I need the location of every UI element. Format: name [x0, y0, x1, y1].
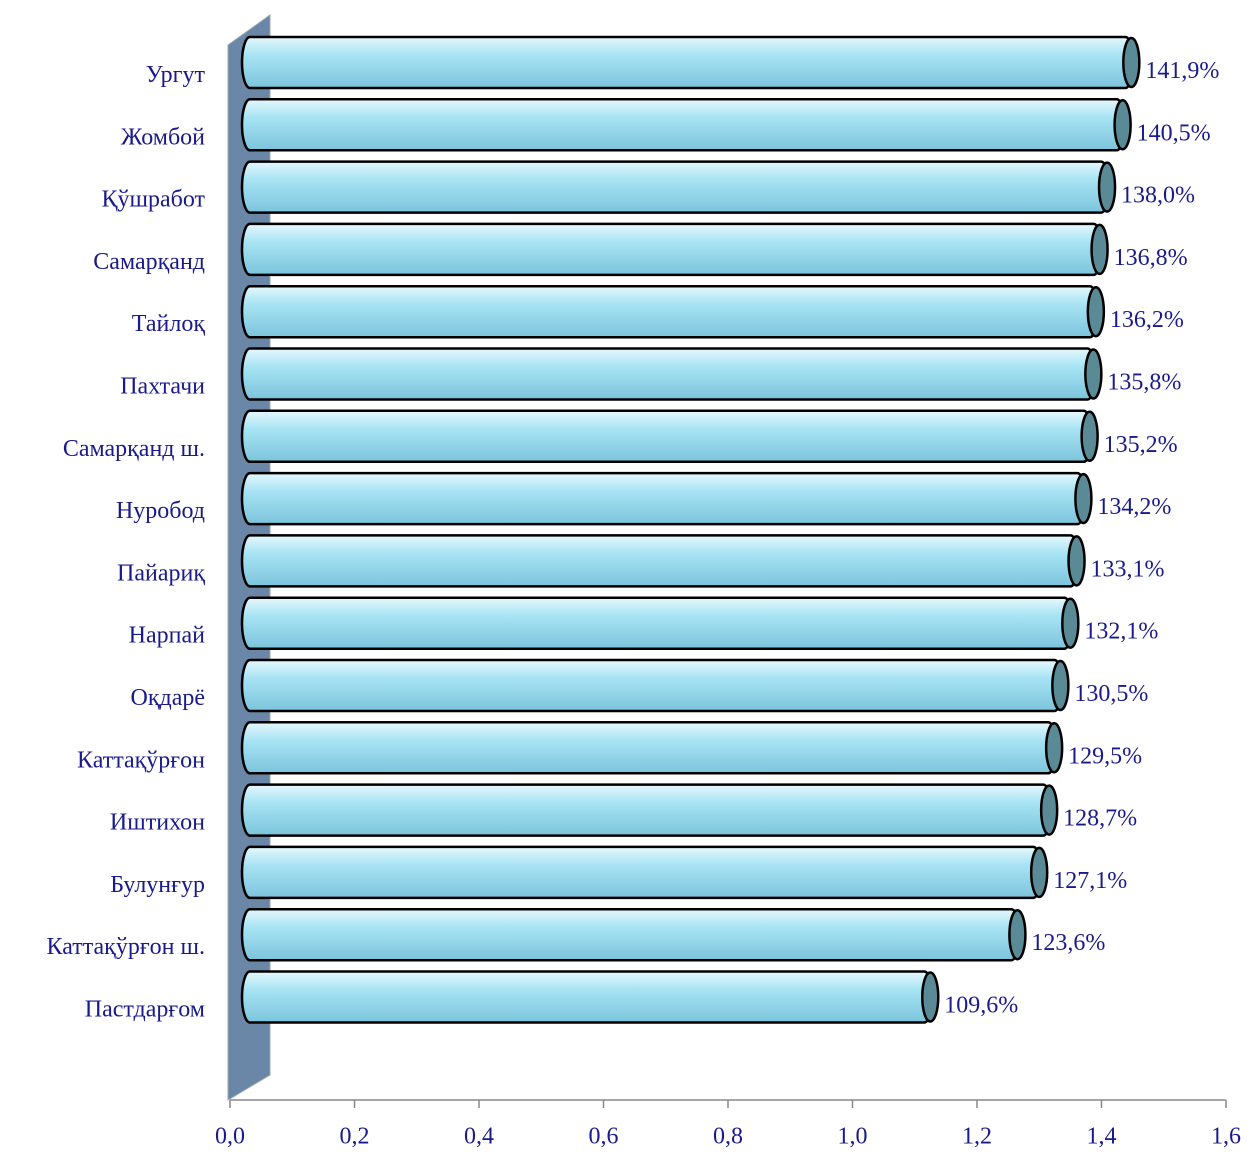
y-tick-label: Оқдарё	[130, 685, 205, 711]
bar-cap	[1067, 535, 1086, 587]
bar	[240, 907, 1021, 962]
bar	[240, 347, 1097, 401]
bar-cap	[1061, 597, 1080, 649]
bar	[240, 970, 934, 1024]
y-tick-label: Каттақўрғон ш.	[47, 934, 205, 960]
y-tick-label: Булунғур	[110, 872, 205, 898]
y-tick-label: Жомбой	[121, 124, 205, 150]
x-tick-label: 0,2	[340, 1124, 370, 1150]
value-label: 128,7%	[1063, 806, 1137, 832]
bar	[240, 98, 1126, 152]
bar	[240, 845, 1043, 900]
bar-cap	[1084, 348, 1103, 400]
bar-cap	[921, 971, 940, 1023]
bar	[240, 471, 1087, 526]
bar-cap	[1086, 285, 1106, 338]
y-tick-label: Пахтачи	[120, 374, 205, 400]
x-tick-label: 1,4	[1087, 1124, 1117, 1150]
value-label: 136,8%	[1114, 245, 1188, 271]
bar-cap	[1008, 908, 1027, 961]
value-label: 130,5%	[1074, 681, 1148, 707]
value-label: 136,2%	[1110, 307, 1184, 333]
x-tick-label: 1,0	[838, 1124, 868, 1150]
x-tick-label: 0,0	[215, 1124, 245, 1150]
bar	[240, 35, 1135, 90]
bar-cap	[1113, 99, 1132, 151]
y-tick-label: Нуробод	[116, 498, 205, 524]
y-tick-label: Иштихон	[110, 810, 205, 836]
bar-cap	[1122, 36, 1141, 89]
value-label: 127,1%	[1053, 868, 1127, 894]
bar-cap	[1051, 659, 1070, 712]
bar	[240, 222, 1103, 277]
bar-cap	[1074, 472, 1093, 525]
bar	[240, 721, 1058, 775]
bar	[240, 783, 1053, 837]
bar	[240, 658, 1064, 713]
bar	[240, 596, 1074, 650]
value-label: 133,1%	[1091, 556, 1165, 582]
value-label: 129,5%	[1068, 743, 1142, 769]
bar-cap	[1080, 410, 1099, 463]
value-label: 140,5%	[1137, 120, 1211, 146]
bar	[240, 534, 1080, 588]
value-label: 109,6%	[944, 993, 1018, 1019]
value-label: 132,1%	[1084, 619, 1158, 645]
bar-cap	[1090, 223, 1109, 276]
x-tick-label: 0,4	[464, 1124, 494, 1150]
x-tick-label: 1,6	[1211, 1124, 1241, 1150]
x-tick-label: 1,2	[962, 1124, 992, 1150]
bar-cap	[1029, 846, 1049, 899]
x-tick-label: 0,8	[713, 1124, 743, 1150]
bar-cap	[1039, 784, 1059, 836]
y-tick-label: Самарқанд ш.	[63, 436, 205, 462]
bar	[240, 284, 1100, 339]
bar-cap	[1044, 722, 1064, 774]
x-tick-label: 0,6	[589, 1124, 619, 1150]
y-tick-label: Қўшработ	[101, 187, 205, 213]
value-label: 135,8%	[1107, 370, 1181, 396]
y-tick-label: Нарпай	[129, 623, 205, 649]
value-label: 134,2%	[1097, 494, 1171, 520]
value-label: 141,9%	[1145, 58, 1219, 84]
bar-cap	[1097, 161, 1117, 213]
value-label: 138,0%	[1121, 183, 1195, 209]
y-tick-label: Ургут	[146, 62, 206, 88]
bar	[240, 409, 1093, 464]
y-tick-label: Тайлоқ	[132, 311, 206, 337]
y-tick-label: Пастдарғом	[85, 997, 205, 1023]
value-label: 135,2%	[1104, 432, 1178, 458]
y-tick-label: Пайариқ	[117, 560, 205, 586]
value-label: 123,6%	[1031, 930, 1105, 956]
y-tick-label: Самарқанд	[93, 249, 205, 275]
bar	[240, 160, 1111, 214]
y-tick-label: Каттақўрғон	[77, 747, 205, 773]
